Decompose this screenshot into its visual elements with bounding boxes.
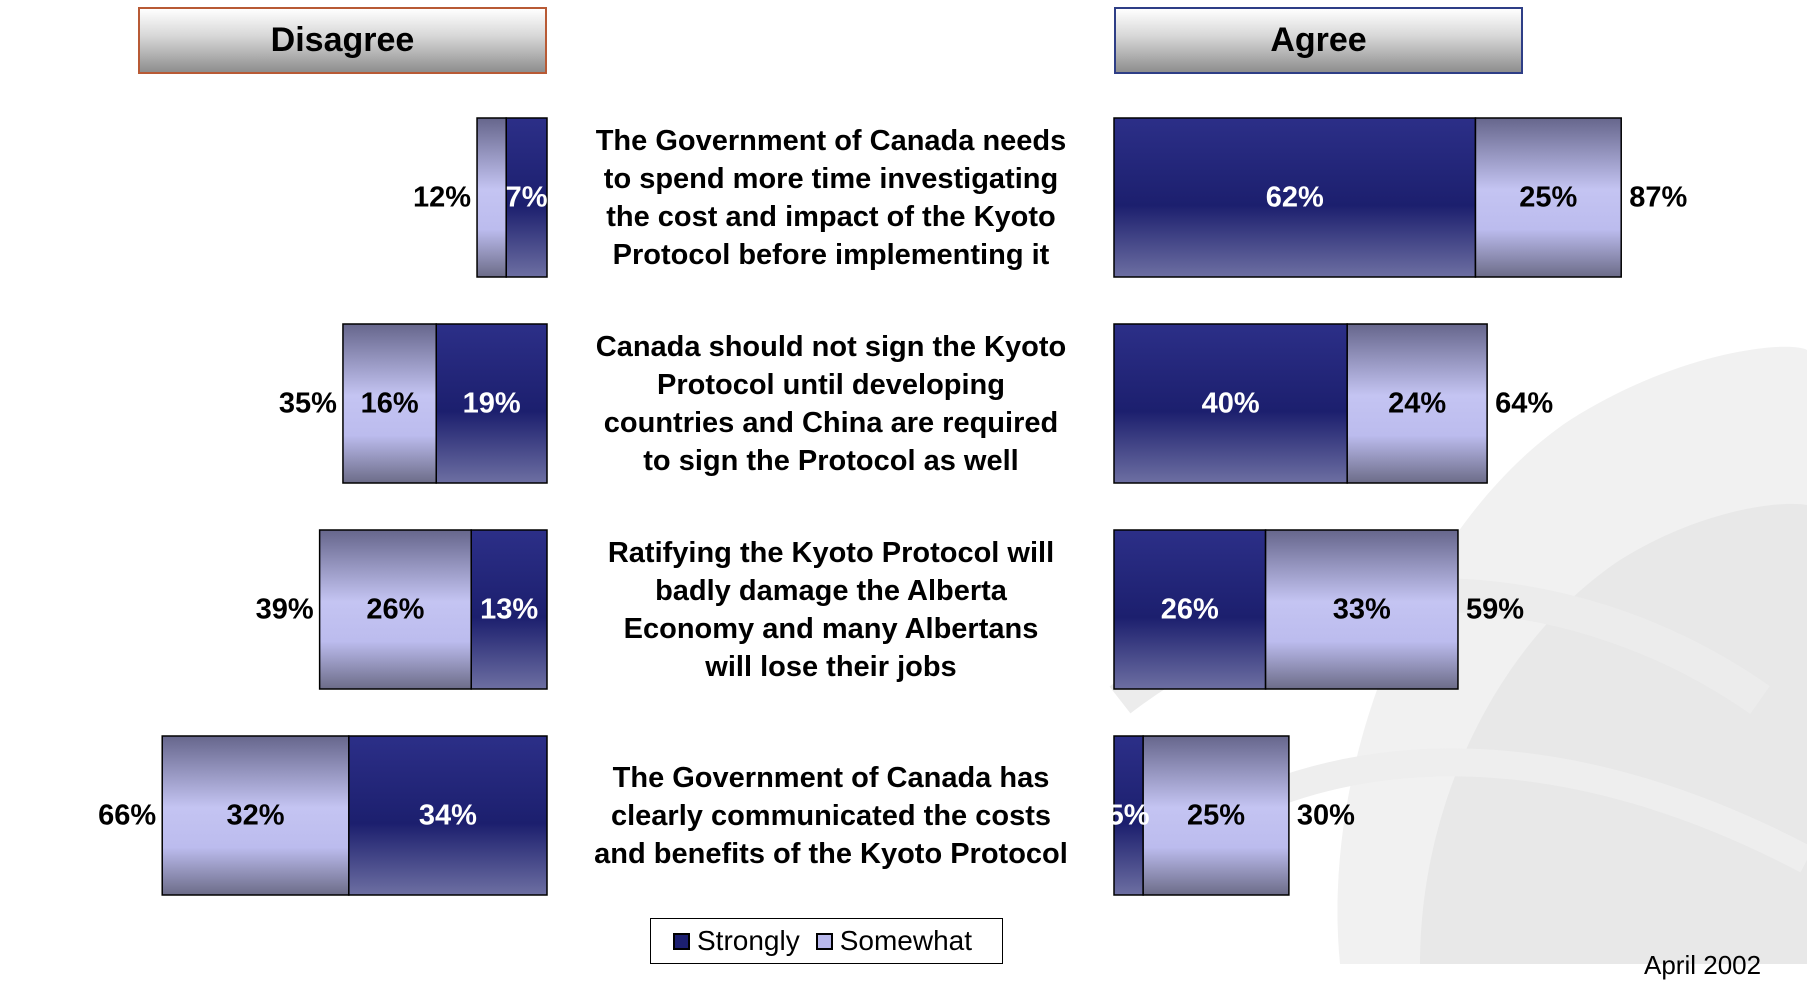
statement-line: Economy and many Albertans [623, 612, 1039, 645]
disagree-total-label: 39% [256, 594, 314, 626]
statement-line: The Government of Canada has [612, 761, 1050, 794]
agree-somewhat-label: 33% [1333, 594, 1391, 626]
somewhat-swatch [815, 932, 833, 950]
agree-somewhat-bar [1346, 323, 1488, 484]
agree-header: Agree [1114, 7, 1523, 74]
disagree-header: Disagree [138, 7, 547, 74]
agree-strongly-label: 5% [1108, 800, 1150, 832]
agree-total-label: 30% [1297, 800, 1355, 832]
agree-strongly-label: 62% [1266, 182, 1324, 214]
statement-line: Ratifying the Kyoto Protocol will [607, 536, 1055, 569]
disagree-strongly-label: 13% [480, 594, 538, 626]
disagree-strongly-label: 7% [506, 182, 548, 214]
disagree-somewhat-label: 26% [366, 594, 424, 626]
agree-total-label: 59% [1466, 594, 1524, 626]
statement-line: to sign the Protocol as well [643, 444, 1019, 477]
disagree-strongly-bar [505, 117, 548, 278]
statement-line: the cost and impact of the Kyoto [606, 200, 1056, 233]
agree-somewhat-bar [1142, 735, 1290, 896]
agree-total-label: 64% [1495, 388, 1553, 420]
statement-line: to spend more time investigating [603, 162, 1059, 195]
disagree-somewhat-bar [476, 117, 507, 278]
agree-somewhat-label: 24% [1388, 388, 1446, 420]
disagree-somewhat-label: 16% [361, 388, 419, 420]
agree-somewhat-label: 25% [1187, 800, 1245, 832]
agree-somewhat-bar [1264, 529, 1459, 690]
statement-line: Protocol until developing [656, 368, 1005, 401]
disagree-somewhat-bar [318, 529, 472, 690]
disagree-somewhat-label: 32% [226, 800, 284, 832]
disagree-strongly-label: 19% [463, 388, 521, 420]
agree-total-label: 87% [1629, 182, 1687, 214]
statement-line: Canada should not sign the Kyoto [595, 330, 1067, 363]
statement-label: The Government of Canada has clearly comm… [562, 736, 1100, 895]
statement-label: Canada should not sign the Kyoto Protocol… [562, 324, 1100, 483]
statement-line: and benefits of the Kyoto Protocol [594, 837, 1068, 870]
disagree-somewhat-bar [342, 323, 437, 484]
legend: Strongly Somewhat [650, 918, 1003, 964]
statement-line: will lose their jobs [705, 650, 957, 683]
agree-strongly-label: 40% [1202, 388, 1260, 420]
statement-line: countries and China are required [603, 406, 1059, 439]
statement-line: The Government of Canada needs [595, 124, 1067, 157]
date-label: April 2002 [1644, 950, 1762, 980]
disagree-strongly-label: 34% [419, 800, 477, 832]
legend-label-somewhat: Somewhat [839, 925, 972, 956]
disagree-somewhat-bar [161, 735, 350, 896]
disagree-strongly-bar [348, 735, 548, 896]
legend-item-strongly: Strongly [672, 925, 800, 957]
agree-strongly-bar [1113, 117, 1477, 278]
agree-somewhat-bar [1474, 117, 1622, 278]
statement-label: Ratifying the Kyoto Protocol will badly d… [562, 530, 1100, 689]
disagree-total-label: 66% [98, 800, 156, 832]
agree-strongly-bar [1113, 529, 1267, 690]
agree-somewhat-label: 25% [1519, 182, 1577, 214]
statement-label: The Government of Canada needs to spend m… [562, 118, 1100, 277]
strongly-swatch [672, 932, 690, 950]
legend-label-strongly: Strongly [696, 925, 800, 956]
statement-line: clearly communicated the costs [610, 799, 1051, 832]
agree-strongly-label: 26% [1161, 594, 1219, 626]
disagree-strongly-bar [435, 323, 548, 484]
agree-strongly-bar [1113, 323, 1348, 484]
disagree-total-label: 35% [279, 388, 337, 420]
statement-line: badly damage the Alberta [655, 574, 1007, 607]
statement-line: Protocol before implementing it [612, 238, 1050, 271]
legend-item-somewhat: Somewhat [815, 925, 972, 957]
disagree-total-label: 12% [413, 182, 471, 214]
disagree-strongly-bar [470, 529, 548, 690]
